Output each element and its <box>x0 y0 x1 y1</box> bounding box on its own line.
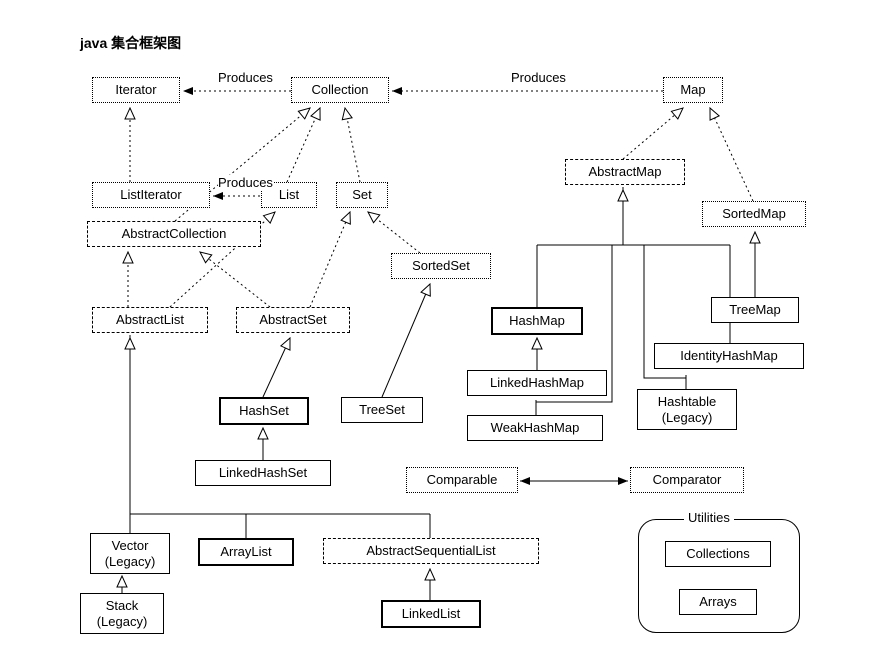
node-comparator: Comparator <box>630 467 744 493</box>
node-treemap: TreeMap <box>711 297 799 323</box>
node-arraylist: ArrayList <box>198 538 294 566</box>
node-identityhashmap: IdentityHashMap <box>654 343 804 369</box>
node-vector: Vector(Legacy) <box>90 533 170 574</box>
diagram-title: java 集合框架图 <box>80 33 181 53</box>
node-iterator: Iterator <box>92 77 180 103</box>
node-arrays: Arrays <box>679 589 757 615</box>
node-abstractsequentiallist: AbstractSequentialList <box>323 538 539 564</box>
node-stack: Stack(Legacy) <box>80 593 164 634</box>
edge-label-produces-2: Produces <box>511 70 566 85</box>
node-comparable: Comparable <box>406 467 518 493</box>
node-sortedset: SortedSet <box>391 253 491 279</box>
node-sortedmap: SortedMap <box>702 201 806 227</box>
node-hashtable-l1: Hashtable(Legacy) <box>658 394 717 425</box>
node-collection: Collection <box>291 77 389 103</box>
diagram-canvas: java 集合框架图 <box>0 0 893 657</box>
node-treeset: TreeSet <box>341 397 423 423</box>
node-map: Map <box>663 77 723 103</box>
node-stack-label: Stack(Legacy) <box>97 598 148 629</box>
node-set: Set <box>336 182 388 208</box>
node-collections: Collections <box>665 541 771 567</box>
node-vector-label: Vector(Legacy) <box>105 538 156 569</box>
edge-label-produces-1: Produces <box>218 70 273 85</box>
node-abstractcollection: AbstractCollection <box>87 221 261 247</box>
node-linkedhashmap: LinkedHashMap <box>467 370 607 396</box>
node-hashset: HashSet <box>219 397 309 425</box>
node-abstractmap: AbstractMap <box>565 159 685 185</box>
node-weakhashmap: WeakHashMap <box>467 415 603 441</box>
edge-label-produces-3: Produces <box>218 175 273 190</box>
node-linkedhashset: LinkedHashSet <box>195 460 331 486</box>
utilities-frame <box>638 519 800 633</box>
node-hashtable: Hashtable(Legacy) <box>637 389 737 430</box>
node-linkedlist: LinkedList <box>381 600 481 628</box>
node-hashmap: HashMap <box>491 307 583 335</box>
node-listiterator: ListIterator <box>92 182 210 208</box>
node-abstractlist: AbstractList <box>92 307 208 333</box>
utilities-label: Utilities <box>684 510 734 525</box>
node-abstractset: AbstractSet <box>236 307 350 333</box>
